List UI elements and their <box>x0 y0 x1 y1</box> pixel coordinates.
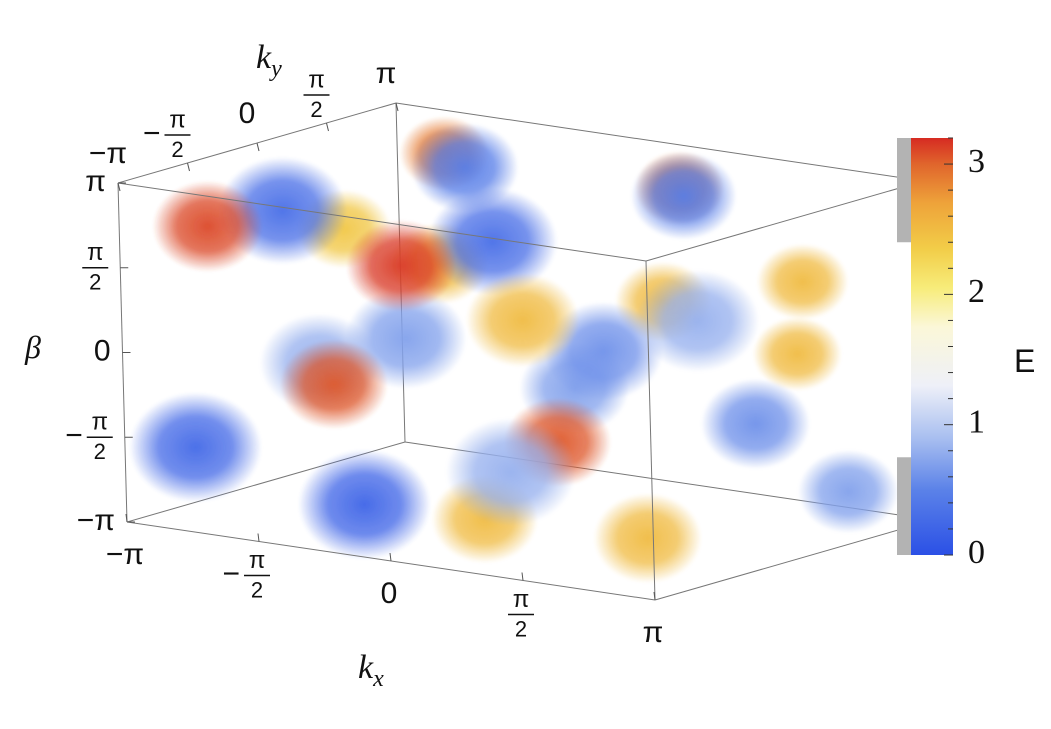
box-edge-front-right <box>645 260 656 601</box>
colorbar-tick-label: 2 <box>968 273 985 310</box>
x-axis-ticks: −π− π2 0 π2 π <box>106 513 664 649</box>
y-tick-mark <box>117 182 121 192</box>
y-tick-mark <box>395 102 399 112</box>
beta-tick-label-1-den: 2 <box>89 270 101 295</box>
box-edge-top-right <box>645 180 925 262</box>
box-edge-right-bottom <box>654 519 934 601</box>
y-tick-label-0: −π <box>89 137 127 170</box>
energy-blob <box>427 187 558 296</box>
colorbar-mask-gap <box>897 242 911 458</box>
box-edge-top-front <box>117 182 647 262</box>
energy-blob <box>465 273 580 368</box>
x-tick-label-1-den: 2 <box>251 577 263 602</box>
x-tick-label-3-num: π <box>513 586 530 613</box>
energy-blob <box>756 243 849 320</box>
y-tick-label-1-num: π <box>169 106 186 133</box>
energy-blob <box>129 392 262 503</box>
box-edge-top-back <box>395 102 925 182</box>
beta-tick-label-3-den: 2 <box>94 439 106 464</box>
y-tick-label-4: π <box>376 57 397 90</box>
beta-tick-label-1-num: π <box>87 239 104 266</box>
y-tick-mark <box>256 142 260 152</box>
beta-tick-label-3-sign: − <box>65 419 83 452</box>
x-tick-mark <box>653 591 656 601</box>
colorbar-label: E <box>1014 343 1035 379</box>
y-axis-label-sub: y <box>269 56 282 82</box>
energy-blob <box>445 417 577 526</box>
y-tick-label-2: 0 <box>239 97 256 130</box>
y-tick-mark <box>187 162 190 172</box>
energy-blob <box>346 220 457 312</box>
colorbar-tick-label: 0 <box>968 534 985 571</box>
x-axis-label-main: k <box>358 649 374 686</box>
x-tick-mark <box>125 513 128 523</box>
y-axis-label-main: k <box>256 39 272 76</box>
x-tick-label-3-den: 2 <box>515 616 527 641</box>
y-tick-label-3-den: 2 <box>310 97 322 122</box>
energy-blob <box>700 378 811 470</box>
x-tick-mark <box>521 572 524 581</box>
colorbar-tick-label: 3 <box>968 143 985 180</box>
y-tick-label-3-num: π <box>308 66 325 93</box>
x-tick-mark <box>389 552 392 562</box>
x-axis-label-sub: x <box>372 666 384 692</box>
x-tick-label-2: 0 <box>381 577 398 610</box>
colorbar-ticks: 0 1 2 3 <box>944 137 985 571</box>
colorbar: 0 1 2 3 E <box>897 137 1035 571</box>
y-axis-label: ky <box>256 39 282 82</box>
beta-tick-label-2: 0 <box>94 334 111 367</box>
x-tick-label-1-num: π <box>249 547 266 574</box>
beta-tick-label-4: −π <box>77 504 115 537</box>
x-tick-label-4: π <box>643 616 664 649</box>
beta-tick-label-3-num: π <box>91 409 108 436</box>
energy-blob <box>593 493 702 583</box>
y-tick-label-1-sign: − <box>143 117 161 150</box>
energy-blob <box>630 151 737 240</box>
beta-tick-label-0: π <box>85 165 106 198</box>
energy-blob <box>797 449 899 534</box>
energy-blob <box>152 180 263 272</box>
z-axis-label: β <box>24 329 41 365</box>
x-tick-label-0: −π <box>106 538 144 571</box>
energy-blob <box>752 317 842 391</box>
energy-blob <box>298 449 431 560</box>
energy-blob <box>636 269 760 373</box>
x-tick-mark <box>257 533 260 542</box>
colorbar-gradient <box>911 138 953 555</box>
energy-blob <box>279 339 389 430</box>
energy-isosurfaces <box>129 116 899 583</box>
y-tick-mark <box>326 122 329 132</box>
y-tick-label-1-den: 2 <box>171 137 183 162</box>
colorbar-tick-label: 1 <box>968 403 985 440</box>
x-tick-label-1-sign: − <box>222 557 240 590</box>
x-axis-label: kx <box>358 649 384 692</box>
